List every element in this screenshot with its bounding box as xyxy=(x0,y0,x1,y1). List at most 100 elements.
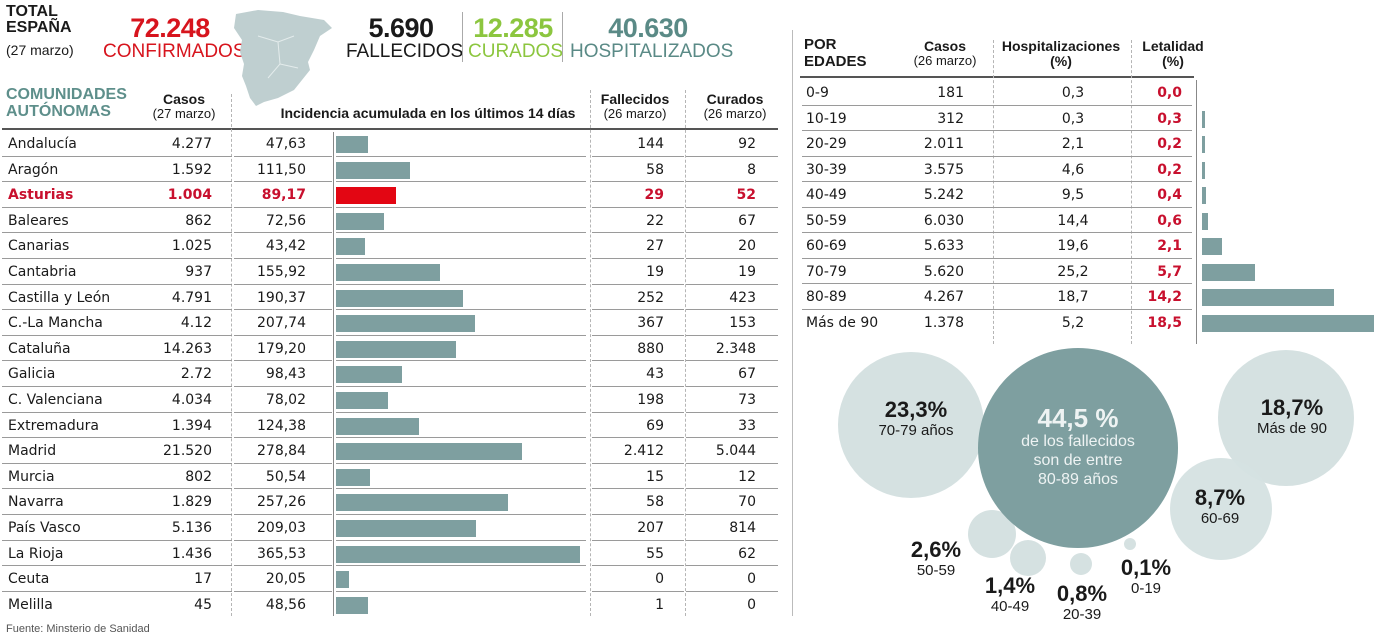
bubble-80-89 xyxy=(978,348,1178,548)
region-name: Cataluña xyxy=(8,340,71,357)
region-incidence: 48,56 xyxy=(265,596,306,613)
bubble-label-50-59: 2,6% 50-59 xyxy=(896,538,976,580)
row-divider xyxy=(336,257,586,259)
age-row: Más de 90 1.378 5,2 18,5 xyxy=(800,310,1374,336)
region-cases: 1.025 xyxy=(171,238,212,255)
age-lethality: 2,1 xyxy=(1157,238,1182,254)
row-divider xyxy=(234,334,332,336)
row-divider xyxy=(2,437,232,439)
row-divider xyxy=(336,385,586,387)
row-divider xyxy=(2,206,232,208)
age-lethality: 14,2 xyxy=(1147,289,1182,305)
region-cured: 73 xyxy=(738,392,756,408)
region-cases: 1.436 xyxy=(171,545,212,562)
row-divider xyxy=(686,155,778,157)
region-cured: 67 xyxy=(738,366,756,383)
region-cured: 67 xyxy=(738,212,756,229)
incidence-bar xyxy=(336,212,385,230)
region-cases: 4.12 xyxy=(180,315,212,332)
row-divider xyxy=(686,309,778,311)
bubble-pct: 1,4% xyxy=(984,573,1036,598)
row-divider xyxy=(592,411,684,413)
region-name: C.-La Mancha xyxy=(8,315,103,332)
region-cases: 45 xyxy=(194,596,212,613)
bubble-20-39 xyxy=(1070,553,1092,575)
incidence-bar xyxy=(336,443,523,461)
total-label-line2: ESPAÑA xyxy=(6,19,72,36)
age-row: 30-39 3.575 4,6 0,2 xyxy=(800,157,1205,182)
col-header-cured: Curados (26 marzo) xyxy=(692,92,778,121)
confirmed-label: CONFIRMADOS xyxy=(103,41,246,62)
age-col-let-label: Letalidad xyxy=(1142,38,1204,54)
region-name: Ceuta xyxy=(8,571,50,588)
region-deaths: 22 xyxy=(646,212,664,229)
region-incidence: 89,17 xyxy=(261,187,306,204)
region-row: C. Valenciana 4.034 78,02 198 73 xyxy=(0,387,782,413)
col-header-cases: Casos (27 marzo) xyxy=(146,92,222,121)
age-row: 70-79 5.620 25,2 5,7 xyxy=(800,259,1255,284)
cured-value: 12.285 xyxy=(473,13,553,43)
row-divider xyxy=(336,437,586,439)
row-divider xyxy=(2,565,232,567)
lethality-bar xyxy=(1202,263,1255,281)
row-divider xyxy=(2,334,232,336)
region-cases: 1.004 xyxy=(167,187,212,204)
region-cases: 4.277 xyxy=(171,136,212,152)
row-divider xyxy=(336,539,586,541)
age-col-header-cases: Casos (26 marzo) xyxy=(900,39,990,68)
age-hosp: 4,6 xyxy=(1061,161,1085,178)
region-deaths: 58 xyxy=(646,161,664,178)
total-espana-label: TOTAL ESPAÑA xyxy=(6,4,72,36)
region-incidence: 365,53 xyxy=(257,545,306,562)
row-divider xyxy=(2,232,232,234)
region-name: Navarra xyxy=(8,494,64,511)
col-header-deaths: Fallecidos (26 marzo) xyxy=(592,92,678,121)
region-row: Extremadura 1.394 124,38 69 33 xyxy=(0,413,782,439)
deaths-label: FALLECIDOS xyxy=(346,41,464,62)
age-cases: 2.011 xyxy=(923,136,964,152)
age-cases: 5.633 xyxy=(923,238,964,254)
row-divider xyxy=(234,411,332,413)
region-cured: 0 xyxy=(747,596,756,613)
region-cured: 12 xyxy=(738,468,756,485)
region-incidence: 209,03 xyxy=(257,520,306,536)
region-incidence: 257,26 xyxy=(257,494,306,511)
row-divider xyxy=(336,513,586,515)
region-cured: 33 xyxy=(738,417,756,434)
lethality-bar xyxy=(1202,187,1206,204)
bubble-pct: 0,1% xyxy=(1120,555,1172,580)
region-name: Murcia xyxy=(8,468,55,485)
region-deaths: 0 xyxy=(655,571,664,588)
incidence-bar xyxy=(336,417,420,435)
age-group: 80-89 xyxy=(806,289,847,305)
incidence-bar xyxy=(336,494,508,512)
row-divider xyxy=(336,232,586,234)
incidence-bar xyxy=(336,289,464,307)
age-title: POR EDADES xyxy=(804,36,867,70)
region-cured: 2.348 xyxy=(715,340,756,357)
center-pct: 44,5 % xyxy=(1037,403,1119,433)
row-divider xyxy=(234,539,332,541)
region-row: Madrid 21.520 278,84 2.412 5.044 xyxy=(0,438,782,464)
age-group: 70-79 xyxy=(806,263,847,280)
region-name: Cantabria xyxy=(8,264,77,280)
region-row: Cantabria 937 155,92 19 19 xyxy=(0,259,782,285)
incidence-bar xyxy=(336,161,411,179)
age-group: 10-19 xyxy=(806,110,847,127)
region-name: País Vasco xyxy=(8,520,81,536)
region-deaths: 43 xyxy=(646,366,664,383)
bubble-label-20-39: 0,8% 20-39 xyxy=(1042,582,1122,624)
row-divider xyxy=(592,334,684,336)
incidence-bar xyxy=(336,596,369,614)
region-cured: 5.044 xyxy=(715,443,756,460)
row-divider xyxy=(336,411,586,413)
regions-title-line2: AUTÓNOMAS xyxy=(6,103,111,120)
row-divider xyxy=(234,181,332,183)
row-divider xyxy=(686,590,778,592)
region-incidence: 47,63 xyxy=(265,136,306,152)
region-row: C.-La Mancha 4.12 207,74 367 153 xyxy=(0,310,782,336)
col-incidence-label: Incidencia acumulada en los últimos 14 d… xyxy=(280,105,576,121)
region-deaths: 19 xyxy=(646,264,664,280)
region-incidence: 207,74 xyxy=(257,315,306,332)
age-hosp: 0,3 xyxy=(1061,110,1085,127)
